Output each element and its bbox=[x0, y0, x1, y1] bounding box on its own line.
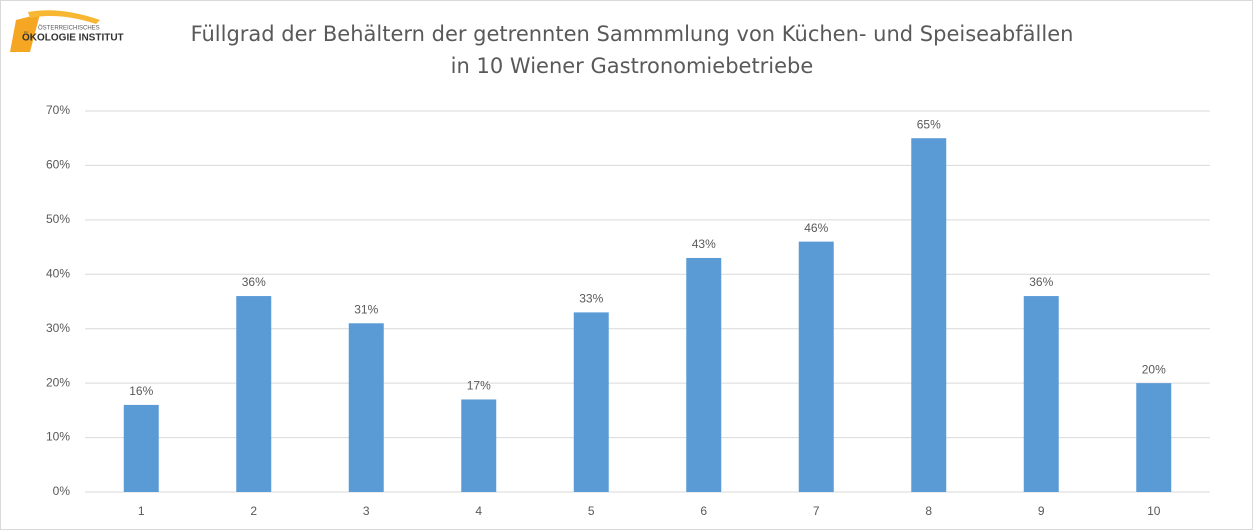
data-label: 36% bbox=[1029, 275, 1053, 289]
bar bbox=[461, 399, 497, 492]
x-tick-label: 1 bbox=[138, 504, 145, 518]
bar bbox=[123, 404, 159, 492]
x-tick-label: 10 bbox=[1147, 504, 1161, 518]
bar bbox=[1023, 296, 1059, 492]
x-tick-label: 4 bbox=[475, 504, 482, 518]
bar bbox=[1136, 383, 1172, 492]
bar bbox=[348, 323, 384, 492]
data-label: 33% bbox=[579, 292, 603, 306]
logo-line1: ÖSTERREICHISCHES bbox=[38, 25, 100, 32]
y-tick-label: 60% bbox=[46, 158, 70, 172]
logo-shape bbox=[10, 14, 40, 52]
data-label: 20% bbox=[1142, 362, 1166, 376]
y-tick-label: 50% bbox=[46, 212, 70, 226]
x-tick-label: 5 bbox=[588, 504, 595, 518]
logo-arc bbox=[28, 10, 100, 24]
bar bbox=[573, 312, 609, 492]
x-tick-label: 3 bbox=[363, 504, 370, 518]
y-tick-label: 70% bbox=[46, 103, 70, 117]
y-tick-label: 10% bbox=[46, 430, 70, 444]
x-tick-label: 2 bbox=[250, 504, 257, 518]
y-tick-label: 30% bbox=[46, 321, 70, 335]
data-label: 46% bbox=[804, 221, 828, 235]
x-tick-label: 8 bbox=[925, 504, 932, 518]
x-tick-label: 7 bbox=[813, 504, 820, 518]
data-label: 36% bbox=[242, 275, 266, 289]
logo-line2: ÖKOLOGIE INSTITUT bbox=[22, 31, 124, 44]
y-tick-label: 20% bbox=[46, 375, 70, 389]
logo: ÖSTERREICHISCHES ÖKOLOGIE INSTITUT bbox=[10, 10, 124, 52]
chart-title: in 10 Wiener Gastronomiebetriebe bbox=[451, 54, 814, 78]
data-label: 17% bbox=[467, 379, 491, 393]
y-tick-label: 40% bbox=[46, 266, 70, 280]
y-tick-label: 0% bbox=[53, 484, 71, 498]
bar bbox=[798, 241, 834, 492]
x-tick-label: 6 bbox=[700, 504, 707, 518]
x-tick-label: 9 bbox=[1038, 504, 1045, 518]
data-label: 65% bbox=[917, 117, 941, 131]
bar bbox=[686, 257, 722, 492]
data-label: 31% bbox=[354, 302, 378, 316]
data-label: 16% bbox=[129, 384, 153, 398]
bar bbox=[911, 138, 947, 492]
data-label: 43% bbox=[692, 237, 716, 251]
bar bbox=[236, 296, 272, 492]
chart-title: Füllgrad der Behältern der getrennten Sa… bbox=[191, 22, 1074, 46]
